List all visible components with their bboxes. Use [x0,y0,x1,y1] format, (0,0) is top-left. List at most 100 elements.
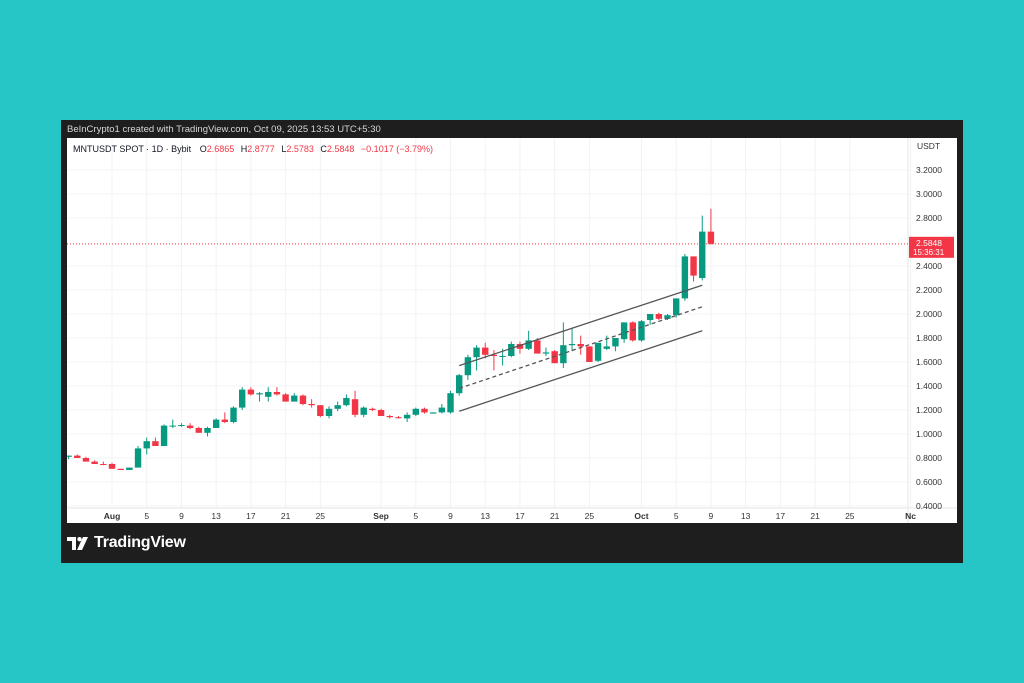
candle [299,394,307,406]
candle [343,394,350,407]
candle [108,462,116,469]
candle [690,256,697,282]
candle [560,322,567,368]
high-value: 2.8777 [247,144,275,154]
close-value: 2.5848 [326,144,355,154]
price-tick: 2.0000 [916,309,942,319]
tradingview-logo-icon [67,536,88,550]
candle [256,392,263,402]
channel-upper-line[interactable] [458,284,703,367]
date-tick: Aug [104,511,121,521]
candlestick-chart[interactable]: USDT 3.2000 3.0000 2.8000 2.4000 2.2000 2.0000… [67,138,957,523]
candle [67,455,72,460]
candle [438,404,446,414]
candle [308,399,315,408]
candle [638,320,645,342]
candle [525,330,532,350]
candle [386,414,393,419]
candle [186,423,194,430]
candle [594,342,602,362]
time-axis[interactable]: Aug 5 9 13 17 21 25 Sep 5 9 13 17 21 25 Oct 5 9 13 17 21 25 N… [104,511,917,521]
chart-pane[interactable]: USDT 3.2000 3.0000 2.8000 2.4000 2.2000 2.0000… [67,138,957,523]
candle [334,401,341,412]
candle [291,393,298,402]
date-tick: 17 [515,511,525,521]
candle [421,407,428,414]
candle [395,416,402,419]
candle [230,406,237,424]
close-label: C [320,144,327,154]
candle [482,342,489,359]
candle [447,390,454,414]
candle [212,418,220,428]
candle [516,341,524,354]
brand-name: TradingView [94,534,186,551]
candle [577,335,584,355]
candle [490,350,498,371]
candle [325,406,333,419]
date-tick: 21 [810,511,820,521]
symbol-legend: MNTUSDT SPOT · 1D · Bybit O2.6865 H2.877… [73,144,433,154]
candle [586,346,593,362]
high-label: H [240,144,248,154]
candle [508,341,515,358]
date-tick: 25 [585,511,595,521]
candle [160,424,168,446]
candle [117,468,124,470]
candle [74,454,81,458]
candle [82,456,90,462]
bar-countdown: 15:36:31 [913,248,945,257]
candle [351,390,359,418]
date-tick: 9 [179,511,184,521]
date-tick: 17 [776,511,786,521]
candle [464,354,472,380]
price-tick: 3.2000 [916,165,942,175]
date-tick: 5 [144,511,149,521]
candle [195,426,202,433]
currency-label: USDT [917,141,940,151]
date-tick: 5 [413,511,418,521]
candle [707,208,715,245]
candle [152,437,159,446]
price-tick: 0.4000 [916,501,942,511]
price-tick: 1.2000 [916,405,942,415]
candle [265,387,272,402]
date-tick: 5 [674,511,679,521]
date-tick: 21 [550,511,560,521]
channel-mid-line[interactable] [458,306,703,390]
candle [620,322,628,343]
date-tick: 9 [709,511,714,521]
price-tick: 3.0000 [916,189,942,199]
date-tick: 25 [845,511,855,521]
candle [681,254,689,301]
price-axis[interactable]: USDT 3.2000 3.0000 2.8000 2.4000 2.2000 2.0000… [916,141,942,511]
price-tick: 1.4000 [916,381,942,391]
candle [612,338,619,352]
current-price: 2.5848 [916,238,942,248]
candle [699,215,706,281]
date-tick: Oct [634,511,648,521]
candle [473,345,480,371]
candle [282,393,289,402]
candle [456,374,463,396]
candle [568,328,576,352]
candle [542,347,550,356]
price-tick: 1.8000 [916,333,942,343]
candle [603,335,610,350]
candles [67,208,715,470]
chart-snapshot-frame: BeInCrypto1 created with TradingView.com… [61,120,963,563]
candle [377,408,385,416]
candle [273,387,281,396]
open-label: O [199,144,207,154]
symbol-title: MNTUSDT SPOT · 1D · Bybit [73,144,192,154]
change-value: −0.1017 (−3.79%) [360,144,433,154]
candle [100,461,107,466]
candle [629,321,636,342]
candle [91,460,98,464]
date-tick: 13 [211,511,221,521]
candle [403,412,411,422]
date-tick: 21 [281,511,291,521]
candle [134,446,142,468]
channel-lower-line[interactable] [458,330,703,412]
